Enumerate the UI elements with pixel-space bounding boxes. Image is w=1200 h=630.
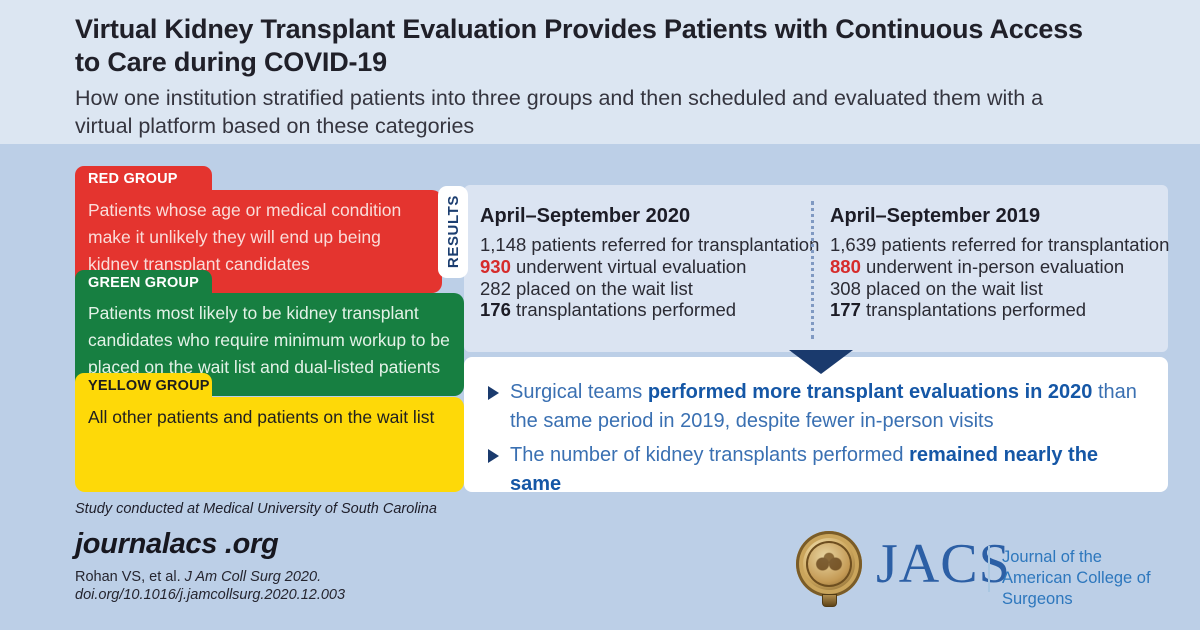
- results-column-2020: April–September 2020 1,148 patients refe…: [480, 205, 819, 321]
- stat-text: transplantations performed: [510, 299, 737, 321]
- results-label-tab: RESULTS: [438, 186, 468, 278]
- results-panel: April–September 2020 1,148 patients refe…: [464, 185, 1169, 352]
- findings-bullets: Surgical teams performed more transplant…: [488, 378, 1150, 504]
- yellow-group-description: All other patients and patients on the w…: [75, 397, 464, 492]
- finding-bullet: Surgical teams performed more transplant…: [488, 378, 1150, 436]
- green-group-description: Patients most likely to be kidney transp…: [75, 293, 464, 396]
- red-group-description: Patients whose age or medical condition …: [75, 190, 442, 293]
- yellow-group-label: YELLOW GROUP: [88, 377, 210, 394]
- jacs-tagline: Journal of the American College of Surge…: [1002, 548, 1151, 608]
- stat-value: 880: [830, 255, 861, 277]
- red-group-label: RED GROUP: [88, 170, 178, 187]
- stat-value: 930: [480, 255, 511, 277]
- acs-seal-icon: [796, 531, 862, 597]
- jacs-logo-text: JACS: [876, 533, 1011, 595]
- stat-value: 1,639: [830, 234, 877, 255]
- acs-seal-pendant-icon: [822, 594, 837, 607]
- finding-bullet: The number of kidney transplants perform…: [488, 441, 1150, 499]
- stat-value: 1,148: [480, 234, 527, 255]
- stat-text: underwent virtual evaluation: [510, 255, 747, 277]
- bullet-triangle-icon: [488, 449, 499, 463]
- results-column-stats: 1,639 patients referred for transplantat…: [830, 234, 1169, 321]
- down-arrow-icon: [789, 350, 853, 374]
- stat-text: placed on the wait list: [860, 277, 1043, 299]
- results-column-2019: April–September 2019 1,639 patients refe…: [830, 205, 1169, 321]
- citation: Rohan VS, et al. J Am Coll Surg 2020.: [75, 569, 321, 585]
- page-subtitle: How one institution stratified patients …: [75, 86, 1044, 138]
- citation-journal: J Am Coll Surg 2020.: [184, 569, 322, 585]
- bullet-triangle-icon: [488, 386, 499, 400]
- stat-line: 880 underwent in-person evaluation: [830, 256, 1169, 278]
- doi-text: doi.org/10.1016/j.jamcollsurg.2020.12.00…: [75, 587, 346, 603]
- stat-text: patients referred for transplantation: [526, 234, 820, 255]
- stat-text: transplantations performed: [860, 299, 1087, 321]
- stat-value: 176: [480, 299, 511, 321]
- results-column-stats: 1,148 patients referred for transplantat…: [480, 234, 819, 321]
- stat-line: 1,148 patients referred for transplantat…: [480, 234, 819, 256]
- logo-divider: [988, 546, 990, 592]
- finding-text: Surgical teams performed more transplant…: [510, 381, 1137, 432]
- stat-value: 308: [830, 277, 861, 299]
- red-group-tab: RED GROUP: [75, 166, 212, 191]
- results-label: RESULTS: [444, 195, 462, 269]
- stat-text: underwent in-person evaluation: [860, 255, 1125, 277]
- green-group-tab: GREEN GROUP: [75, 270, 212, 295]
- stat-text: patients referred for transplantation: [876, 234, 1170, 255]
- stat-text: placed on the wait list: [510, 277, 693, 299]
- header-band: Virtual Kidney Transplant Evaluation Pro…: [0, 0, 1200, 144]
- results-column-title: April–September 2020: [480, 205, 691, 227]
- stat-line: 308 placed on the wait list: [830, 278, 1169, 300]
- study-note: Study conducted at Medical University of…: [75, 501, 437, 517]
- journal-site-link[interactable]: journalacs .org: [75, 528, 279, 560]
- results-column-title: April–September 2019: [830, 205, 1041, 227]
- stat-value: 177: [830, 299, 861, 321]
- finding-text: The number of kidney transplants perform…: [510, 444, 1099, 495]
- citation-authors: Rohan VS, et al.: [75, 569, 185, 585]
- findings-box: Surgical teams performed more transplant…: [464, 357, 1168, 495]
- stat-value: 282: [480, 277, 511, 299]
- stat-line: 930 underwent virtual evaluation: [480, 256, 819, 278]
- column-divider: [811, 201, 814, 339]
- stat-line: 1,639 patients referred for transplantat…: [830, 234, 1169, 256]
- stat-line: 176 transplantations performed: [480, 299, 819, 321]
- green-group-label: GREEN GROUP: [88, 274, 199, 291]
- yellow-group-tab: YELLOW GROUP: [75, 373, 212, 398]
- stat-line: 282 placed on the wait list: [480, 278, 819, 300]
- stat-line: 177 transplantations performed: [830, 299, 1169, 321]
- page-title: Virtual Kidney Transplant Evaluation Pro…: [75, 14, 1083, 77]
